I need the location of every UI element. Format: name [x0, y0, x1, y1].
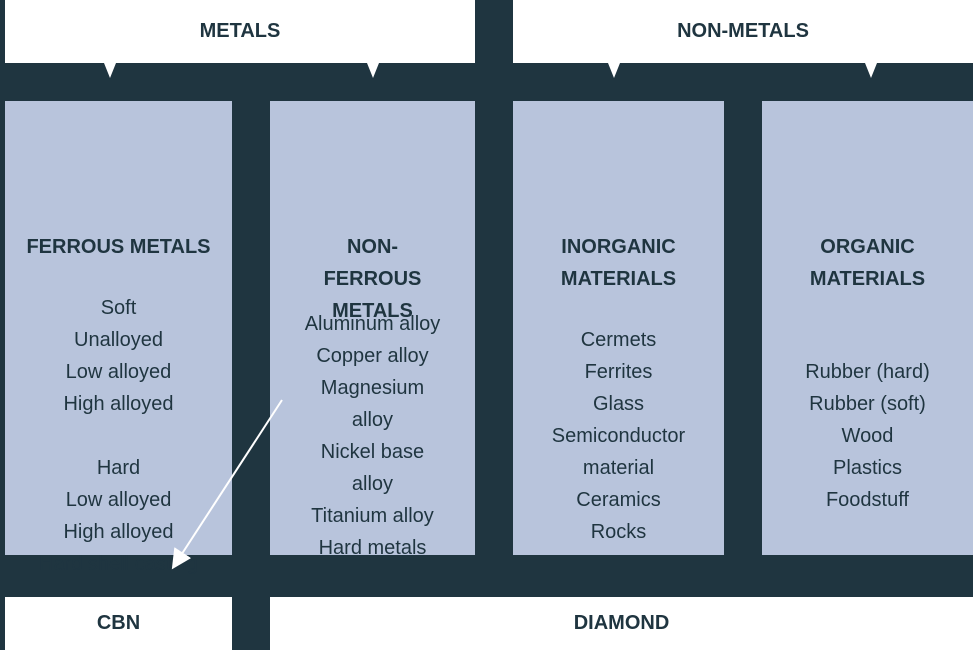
item-group: Cermets Ferrites Glass Semiconductor materi… — [543, 324, 694, 548]
item: Plastics — [833, 456, 902, 479]
column-title: NON-FERROUS METALS — [323, 236, 422, 322]
pointer — [104, 63, 116, 78]
column-title: ORGANIC MATERIALS — [809, 236, 926, 290]
item: Soft — [100, 296, 137, 319]
item: Hard metals — [318, 536, 427, 559]
item: Foodstuff — [825, 488, 909, 511]
item-group: Aluminum alloy Copper alloy Magnesium allo… — [300, 308, 445, 564]
pointer — [608, 63, 620, 78]
bottom-box: DIAMOND — [270, 597, 973, 650]
item: Wood — [841, 424, 894, 447]
item-list: Cermets Ferrites Glass Semiconductor materi… — [513, 316, 724, 555]
column: INORGANIC MATERIALS Cermets Ferrites Glass S… — [513, 101, 724, 555]
arrow — [171, 399, 283, 570]
item-list: Soft Unalloyed Low alloyed High alloyed Hard… — [5, 297, 232, 575]
item: Cermets — [580, 328, 657, 351]
item: Rubber (soft) — [809, 392, 926, 415]
item: Ferrites — [584, 360, 653, 383]
column: NON-FERROUS METALS Aluminum alloy Copper a… — [270, 101, 475, 559]
item: High alloyed — [63, 520, 174, 543]
item-group: Hard Low alloyed High alloyed Hard shell ca… — [39, 452, 198, 580]
column: FERROUS METALS Soft Unalloyed Low alloyed Hi… — [5, 101, 232, 575]
item-group: Rubber (hard) Rubber (soft) Wood Plastics Fo… — [805, 356, 930, 516]
bottom-box: CBN — [5, 597, 232, 650]
item: Semiconductor material — [551, 424, 686, 479]
item: Titanium alloy — [311, 504, 434, 527]
item: Magnesium alloy — [320, 376, 425, 431]
item: Low alloyed — [65, 488, 172, 511]
column: ORGANIC MATERIALS Rubber (hard) Rubber (so… — [762, 101, 973, 555]
item: Ceramics — [576, 488, 661, 511]
item: Low alloyed — [65, 360, 172, 383]
item: Hard — [96, 456, 141, 479]
column-title: FERROUS METALS — [26, 236, 211, 258]
item: Aluminum alloy — [304, 312, 441, 335]
column-title: INORGANIC MATERIALS — [560, 236, 677, 290]
item-list: Rubber (hard) Rubber (soft) Wood Plastics Fo… — [762, 316, 973, 555]
item: Rocks — [590, 520, 647, 543]
item: High alloyed — [63, 392, 174, 415]
item-group: Soft Unalloyed Low alloyed High alloyed — [63, 292, 173, 420]
item: Copper alloy — [316, 344, 429, 367]
pointer — [865, 63, 877, 78]
top-box: NON-METALS — [513, 0, 973, 63]
pointer — [367, 63, 379, 78]
item: Nickel base alloy — [320, 440, 425, 495]
item: Rubber (hard) — [805, 360, 930, 383]
top-box: METALS — [5, 0, 475, 63]
item-list: Aluminum alloy Copper alloy Magnesium allo… — [270, 313, 475, 559]
item: Hard shell casting — [39, 552, 198, 575]
item: Unalloyed — [74, 328, 163, 351]
item: Glass — [592, 392, 645, 415]
